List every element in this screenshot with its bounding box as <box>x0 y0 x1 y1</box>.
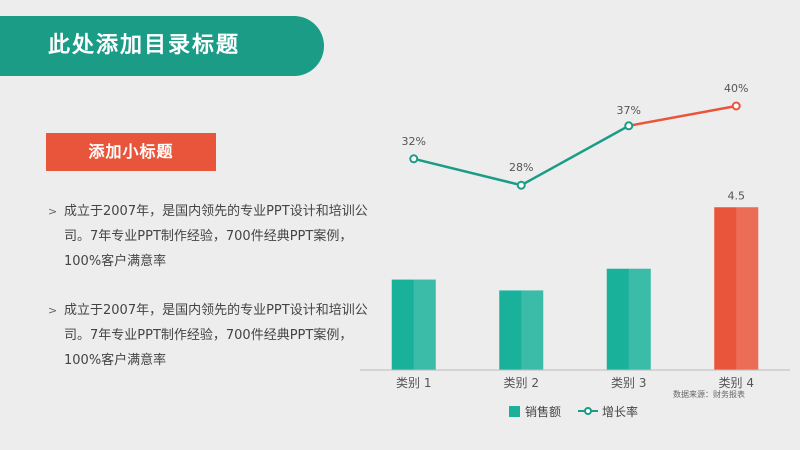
line-data-label: 32% <box>402 135 426 148</box>
legend-label-bar: 销售额 <box>525 404 561 419</box>
bar-data-label: 4.5 <box>728 189 746 202</box>
line-data-label: 40% <box>724 82 748 95</box>
x-tick-label: 类别 1 <box>396 376 431 390</box>
source-note: 数据来源：财务报表 <box>673 389 745 399</box>
legend-bar-swatch <box>509 406 520 417</box>
subtitle-box: 添加小标题 <box>46 133 216 171</box>
bar-shade <box>736 207 759 370</box>
chevron-right-icon: > <box>48 304 58 317</box>
bar-1 <box>391 279 436 370</box>
title-bar-cap <box>264 16 324 76</box>
line-data-label: 28% <box>509 161 533 174</box>
line-segment <box>520 124 630 187</box>
line-segment <box>628 104 737 128</box>
legend-label-line: 增长率 <box>602 404 638 419</box>
chevron-right-icon: > <box>48 205 58 218</box>
x-tick-label: 类别 2 <box>504 376 539 390</box>
line-segment <box>413 157 522 187</box>
bullet-text: 成立于2007年，是国内领先的专业PPT设计和培训公司。7年专业PPT制作经验，… <box>64 303 368 368</box>
line-point <box>624 121 634 131</box>
x-tick-label: 类别 3 <box>611 376 646 390</box>
bar-2 <box>499 290 544 370</box>
bar-shade <box>521 290 544 370</box>
bar-3 <box>606 268 651 370</box>
bullet-item: > 成立于2007年，是国内领先的专业PPT设计和培训公司。7年专业PPT制作经… <box>48 298 378 373</box>
line-point <box>731 101 741 111</box>
line-data-label: 37% <box>617 104 641 117</box>
bar-shade <box>628 268 651 370</box>
legend-line-marker <box>584 407 592 415</box>
bullet-item: > 成立于2007年，是国内领先的专业PPT设计和培训公司。7年专业PPT制作经… <box>48 199 378 274</box>
bullet-text: 成立于2007年，是国内领先的专业PPT设计和培训公司。7年专业PPT制作经验，… <box>64 204 368 269</box>
bar-shade <box>413 279 436 370</box>
title-bar <box>0 16 324 76</box>
page-title: 此处添加目录标题 <box>48 33 241 58</box>
x-tick-label: 类别 4 <box>719 376 754 390</box>
line-point <box>409 154 419 164</box>
bar-4 <box>714 207 759 370</box>
line-point <box>516 180 526 190</box>
